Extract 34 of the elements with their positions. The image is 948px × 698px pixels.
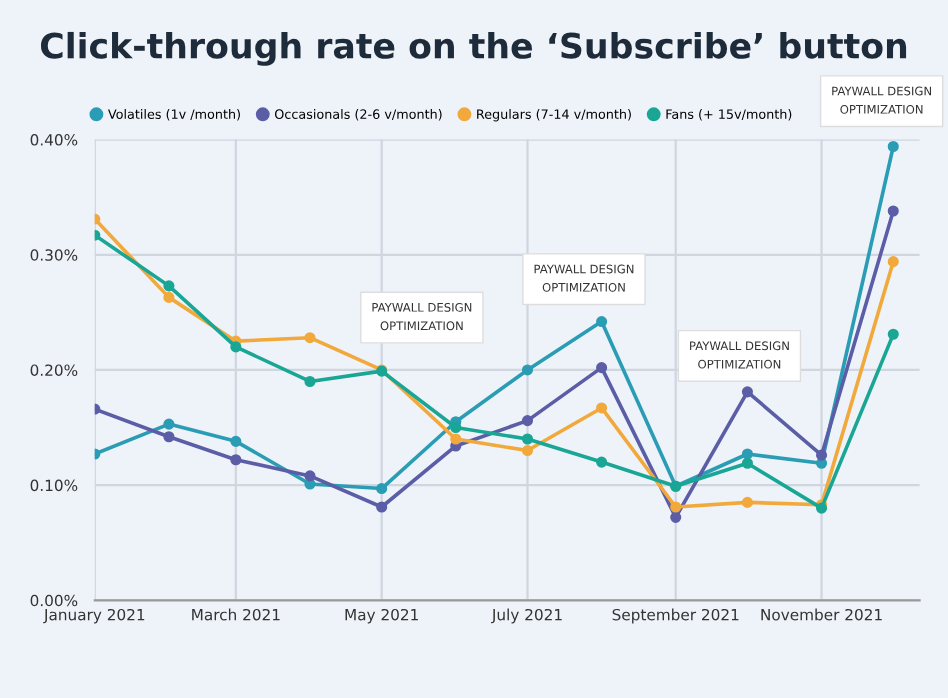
point (670, 511, 682, 523)
point (521, 433, 534, 445)
point (450, 421, 462, 434)
point (741, 457, 753, 469)
point (596, 456, 608, 468)
point (376, 501, 388, 513)
point (741, 448, 753, 460)
point (230, 341, 242, 353)
point (230, 435, 242, 447)
point (304, 470, 316, 482)
point (163, 418, 175, 430)
point (741, 496, 753, 508)
point (376, 483, 388, 495)
chart-title: Click-through rate on the ‘Subscribe’ button (40, 31, 907, 66)
point (163, 431, 175, 443)
point (887, 256, 899, 268)
point (163, 280, 175, 292)
point (163, 291, 175, 303)
point (741, 386, 753, 398)
point (230, 454, 242, 466)
point (596, 316, 608, 328)
point (596, 402, 608, 414)
point (596, 362, 608, 374)
point (304, 332, 316, 344)
point (521, 415, 534, 427)
point (304, 375, 316, 388)
point (887, 328, 899, 340)
point (815, 449, 828, 461)
point (450, 433, 462, 445)
point (521, 364, 534, 376)
point (887, 205, 899, 217)
point (670, 501, 682, 513)
point (887, 140, 899, 153)
point (521, 445, 534, 457)
